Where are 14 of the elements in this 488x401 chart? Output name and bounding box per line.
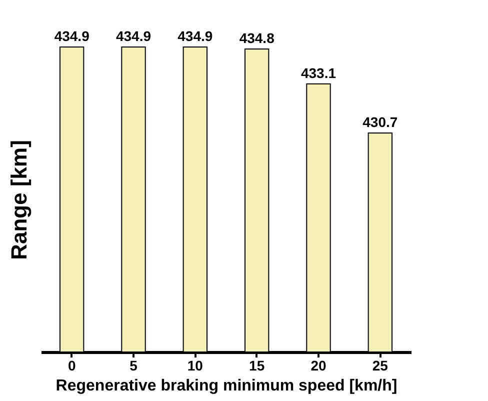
data-label: 434.9 xyxy=(54,28,90,44)
data-label: 434.9 xyxy=(116,28,152,44)
data-label: 430.7 xyxy=(362,114,398,130)
x-tick-label: 10 xyxy=(187,358,204,374)
y-axis-title: Range [km] xyxy=(6,140,32,260)
data-label: 434.9 xyxy=(178,28,213,44)
data-label: 433.1 xyxy=(300,64,336,81)
x-tick-label: 15 xyxy=(249,358,265,374)
x-tick-label: 0 xyxy=(68,358,76,374)
data-label: 434.8 xyxy=(239,30,275,46)
x-tick-label: 25 xyxy=(372,358,388,374)
x-tick-label: 5 xyxy=(130,358,138,374)
x-axis-title: Regenerative braking minimum speed [km/h] xyxy=(56,378,398,394)
x-tick-label: 20 xyxy=(310,358,326,374)
